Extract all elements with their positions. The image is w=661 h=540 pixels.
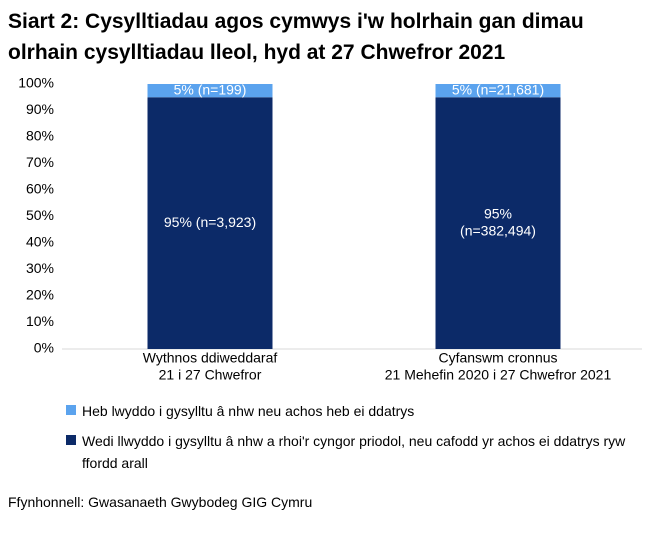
source: Ffynhonnell: Gwasanaeth Gwybodeg GIG Cym… (8, 494, 313, 510)
bar-segment (435, 84, 561, 98)
x-tick-label: Wythnos ddiweddaraf 21 i 27 Chwefror (143, 349, 278, 382)
x-tick-label: Cyfanswm cronnus 21 Mehefin 2020 i 27 Chw… (385, 349, 612, 382)
y-tick-label: 0% (34, 340, 54, 356)
legend-label: Heb lwyddo i gysylltu â nhw neu achos he… (82, 403, 415, 419)
value-label: 95% (n=382,494) (460, 205, 536, 238)
legend-item: Heb lwyddo i gysylltu â nhw neu achos he… (66, 400, 636, 422)
value-label: 95% (n=3,923) (164, 214, 256, 230)
y-tick-label: 30% (26, 260, 54, 276)
y-tick-label: 40% (26, 234, 54, 250)
y-tick-label: 10% (26, 313, 54, 329)
bar-segment (147, 84, 273, 98)
y-tick-label: 70% (26, 154, 54, 170)
chart-title: Siart 2: Cysylltiadau agos cymwys i'w ho… (8, 10, 584, 64)
legend-swatch (66, 435, 76, 445)
y-tick-label: 60% (26, 181, 54, 197)
y-tick-label: 90% (26, 101, 54, 117)
legend-swatch (66, 405, 76, 415)
bar-segment (147, 97, 273, 349)
chart: 0% 10% 20% 30% 40% 50% 60% 70% 80% 90% 100% Wythnos… (18, 75, 642, 382)
y-tick-label: 100% (18, 75, 54, 91)
y-tick-label: 80% (26, 128, 54, 144)
y-tick-label: 50% (26, 207, 54, 223)
legend-label: Wedi llwyddo i gysylltu â nhw a rhoi'r c… (82, 433, 626, 471)
value-label: 5% (n=21,681) (452, 81, 544, 97)
bar-segment (435, 97, 561, 349)
legend-item: Wedi llwyddo i gysylltu â nhw a rhoi'r c… (66, 430, 636, 474)
legend: Heb lwyddo i gysylltu â nhw neu achos he… (66, 400, 636, 482)
y-tick-label: 20% (26, 287, 54, 303)
value-label: 5% (n=199) (174, 81, 247, 97)
